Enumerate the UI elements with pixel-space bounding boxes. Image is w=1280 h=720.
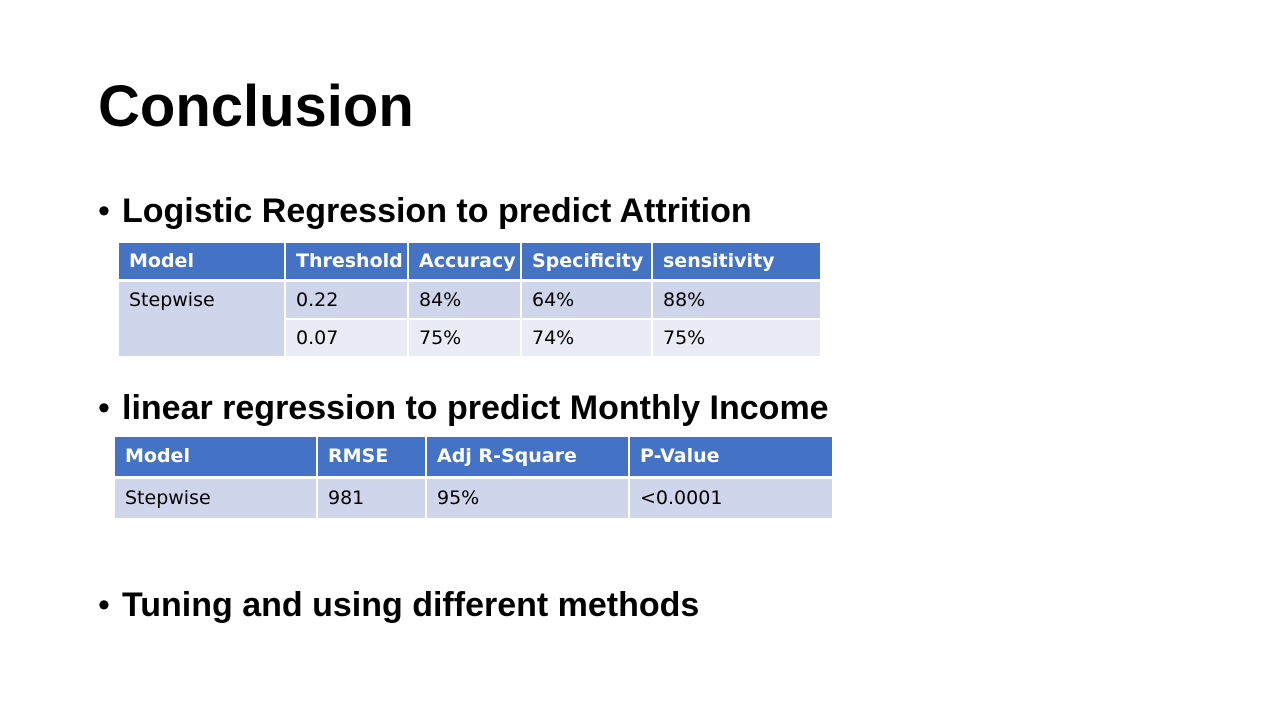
cell-sensitivity: 88%	[652, 280, 820, 320]
table-header-row: Model Threshold Accuracy Specificity sen…	[119, 243, 820, 282]
table-row: Stepwise 981 95% <0.0001	[115, 477, 832, 520]
cell-rmse: 981	[317, 477, 427, 520]
bullet-logistic-regression: • Logistic Regression to predict Attritio…	[98, 191, 752, 231]
cell-model: Stepwise	[115, 477, 318, 520]
linear-regression-table: Model RMSE Adj R-Square P-Value Stepwise…	[115, 437, 832, 520]
cell-accuracy: 84%	[408, 280, 522, 320]
cell-threshold: 0.07	[285, 319, 409, 358]
header-model: Model	[119, 243, 286, 282]
slide-title: Conclusion	[98, 74, 414, 139]
header-model: Model	[115, 437, 318, 479]
cell-specificity: 74%	[521, 319, 653, 358]
cell-p-value: <0.0001	[629, 477, 832, 520]
header-rmse: RMSE	[317, 437, 427, 479]
cell-adj-r-square: 95%	[426, 477, 630, 520]
header-adj-r-square: Adj R-Square	[426, 437, 630, 479]
bullet-text: linear regression to predict Monthly Inc…	[122, 389, 829, 427]
cell-threshold: 0.22	[285, 280, 409, 320]
table-row: 0.07 75% 74% 75%	[119, 319, 820, 358]
bullet-glyph: •	[98, 389, 110, 427]
table-header-row: Model RMSE Adj R-Square P-Value	[115, 437, 832, 479]
cell-sensitivity: 75%	[652, 319, 820, 358]
bullet-tuning: • Tuning and using different methods	[98, 585, 699, 625]
header-threshold: Threshold	[285, 243, 409, 282]
bullet-linear-regression: • linear regression to predict Monthly In…	[98, 388, 829, 428]
bullet-glyph: •	[98, 192, 110, 230]
header-sensitivity: sensitivity	[652, 243, 820, 282]
cell-accuracy: 75%	[408, 319, 522, 358]
header-specificity: Specificity	[521, 243, 653, 282]
bullet-text: Logistic Regression to predict Attrition	[122, 192, 752, 230]
bullet-text: Tuning and using different methods	[122, 586, 700, 624]
cell-specificity: 64%	[521, 280, 653, 320]
header-accuracy: Accuracy	[408, 243, 522, 282]
cell-model: Stepwise	[119, 280, 286, 358]
bullet-glyph: •	[98, 586, 110, 624]
logistic-regression-table: Model Threshold Accuracy Specificity sen…	[119, 243, 820, 358]
table-row: Stepwise 0.22 84% 64% 88%	[119, 280, 820, 358]
header-p-value: P-Value	[629, 437, 832, 479]
